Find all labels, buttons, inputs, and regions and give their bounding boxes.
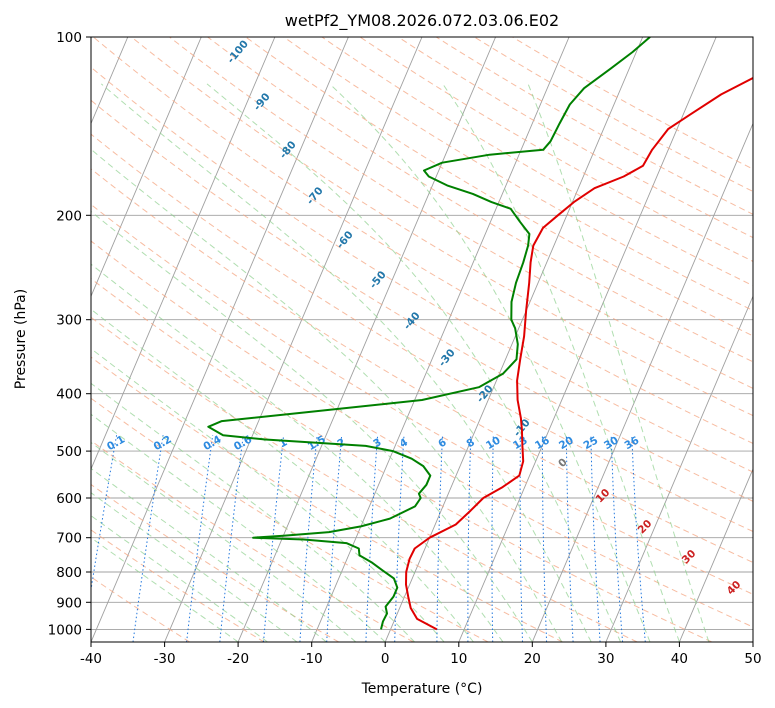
- isotherm-line: [91, 37, 349, 642]
- dry-adiabat-line: [435, 37, 753, 215]
- x-axis-tick-label: 50: [744, 651, 761, 667]
- dry-adiabat-line: [169, 37, 753, 389]
- dry-adiabat-line: [91, 240, 753, 628]
- moist-adiabat-line: [91, 210, 533, 642]
- mixing-ratio-line: [436, 435, 443, 642]
- y-axis-tick-label: 900: [56, 595, 82, 611]
- y-axis-tick-label: 100: [56, 30, 82, 46]
- dry-adiabat-line: [397, 37, 753, 239]
- y-axis-tick-label: 400: [56, 387, 82, 403]
- x-axis-tick-label: 30: [597, 651, 614, 667]
- dry-adiabat-line: [131, 37, 753, 417]
- moist-adiabat-line: [91, 308, 474, 642]
- dry-adiabat-line: [474, 37, 753, 193]
- moist-adiabat-line: [329, 83, 651, 642]
- isotherm-line: [237, 37, 497, 642]
- mixing-ratio-line: [590, 435, 601, 642]
- background-lines: [91, 37, 753, 642]
- isotherm-line: [91, 37, 202, 298]
- dry-adiabat-line: [91, 356, 563, 642]
- dry-adiabat-line: [91, 133, 753, 533]
- x-axis-title: Temperature (°C): [361, 681, 483, 697]
- y-axis-tick-label: 800: [56, 565, 82, 581]
- mixing-ratio-line: [219, 435, 244, 642]
- isotherm-line: [458, 37, 717, 642]
- mixing-ratio-line: [326, 435, 343, 642]
- x-axis-tick-label: -30: [154, 651, 176, 667]
- y-axis-tick-label: 300: [56, 313, 82, 329]
- dry-adiabat-line: [92, 37, 753, 444]
- moist-adiabat-line: [527, 83, 710, 642]
- x-axis-tick-label: 40: [671, 651, 688, 667]
- dry-adiabat-line: [91, 316, 638, 642]
- dry-adiabat-line: [512, 37, 753, 170]
- mixing-ratio-line: [631, 435, 646, 642]
- x-axis-tick-label: 0: [381, 651, 390, 667]
- moist-adiabat-line: [91, 515, 268, 642]
- dry-adiabat-line: [91, 440, 414, 642]
- isotherm-line: [678, 467, 753, 642]
- y-axis-tick-label: 1000: [48, 622, 82, 638]
- dry-adiabat-line: [91, 66, 753, 473]
- mixing-ratio-line: [365, 435, 379, 642]
- x-axis-tick-label: 10: [450, 651, 467, 667]
- isotherm-line: [384, 37, 644, 642]
- mixing-ratio-line: [467, 435, 472, 642]
- mixing-ratio-line: [132, 435, 164, 642]
- moist-adiabat-line: [91, 413, 386, 642]
- dry-adiabat-line: [91, 99, 753, 502]
- moist-adiabat-line: [91, 148, 563, 642]
- moist-adiabat-line: [91, 537, 239, 642]
- mixing-ratio-line: [186, 435, 214, 642]
- mixing-ratio-line: [299, 435, 318, 642]
- y-axis-tick-label: 600: [56, 491, 82, 507]
- y-axis-title: Pressure (hPa): [13, 289, 29, 389]
- moist-adiabat-line: [91, 467, 327, 642]
- mixing-ratio-line: [565, 435, 574, 642]
- isotherm-line: [605, 295, 753, 642]
- moist-adiabat-line: [91, 382, 415, 642]
- plot-frame: [90, 36, 754, 643]
- moist-adiabat-line: [91, 263, 504, 642]
- moist-adiabat-line: [91, 347, 445, 642]
- isotherm-line: [164, 37, 423, 642]
- mixing-ratio-line: [394, 435, 405, 642]
- profile-series: [207, 37, 753, 631]
- isotherm-line: [91, 37, 276, 471]
- mixing-ratio-line: [263, 435, 285, 642]
- dewpoint-profile-line: [207, 37, 651, 630]
- dry-adiabat-line: [91, 483, 340, 642]
- x-axis-tick-label: 20: [524, 651, 541, 667]
- mixing-ratio-line: [491, 435, 494, 642]
- dry-adiabat-line: [91, 168, 753, 563]
- chart-title: wetPf2_YM08.2026.072.03.06.E02: [285, 11, 559, 31]
- y-axis-tick-label: 700: [56, 531, 82, 547]
- x-axis-tick-label: -40: [80, 651, 102, 667]
- dry-adiabat-line: [91, 203, 753, 595]
- y-axis-tick-label: 500: [56, 444, 82, 460]
- temperature-profile-line: [405, 76, 753, 631]
- y-axis-tick-label: 200: [56, 208, 82, 224]
- x-axis-tick-label: -10: [301, 651, 323, 667]
- mixing-ratio-line: [610, 435, 624, 642]
- moist-adiabat-line: [91, 441, 357, 642]
- moist-adiabat-line: [206, 83, 622, 642]
- axes: -40 -30 -20 -10 0 10 20 30 40 50 100 200 300 400 500 60…: [48, 30, 762, 667]
- mixing-ratio-line: [91, 435, 118, 593]
- mixing-ratio-line: [541, 435, 548, 642]
- x-axis-tick-label: -20: [227, 651, 249, 667]
- moist-adiabat-line: [442, 83, 680, 642]
